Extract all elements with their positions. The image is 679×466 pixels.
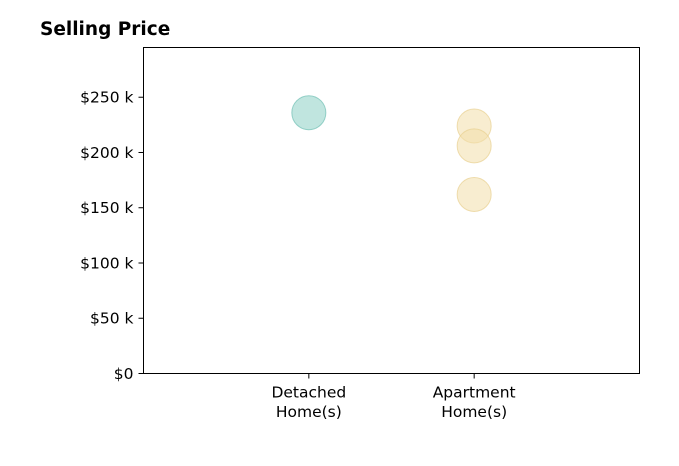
data-point: [456, 128, 492, 164]
x-tick-label-line: Home(s): [441, 403, 507, 421]
data-point: [456, 176, 492, 212]
data-point: [291, 95, 327, 131]
plot-frame: [143, 47, 640, 374]
x-tick-label: Detached Home(s): [271, 384, 346, 422]
y-tick-label: $100 k: [80, 254, 133, 272]
y-tick-label: $150 k: [80, 199, 133, 217]
x-axis: Detached Home(s)Apartment Home(s): [271, 373, 516, 422]
data-points: [291, 95, 492, 212]
y-tick-label: $50 k: [90, 310, 134, 328]
chart-title: Selling Price: [40, 19, 170, 40]
y-tick-label: $200 k: [80, 144, 133, 162]
y-tick-label: $0: [114, 365, 134, 383]
x-tick-label-line: Detached: [271, 384, 346, 402]
x-tick-label-line: Home(s): [276, 403, 342, 421]
y-tick-label: $250 k: [80, 89, 133, 107]
y-axis: $0 $50 k $100 k $150 k $200 k $250 k: [80, 89, 144, 383]
x-tick-label: Apartment Home(s): [433, 384, 516, 422]
x-tick-label-line: Apartment: [433, 384, 516, 402]
